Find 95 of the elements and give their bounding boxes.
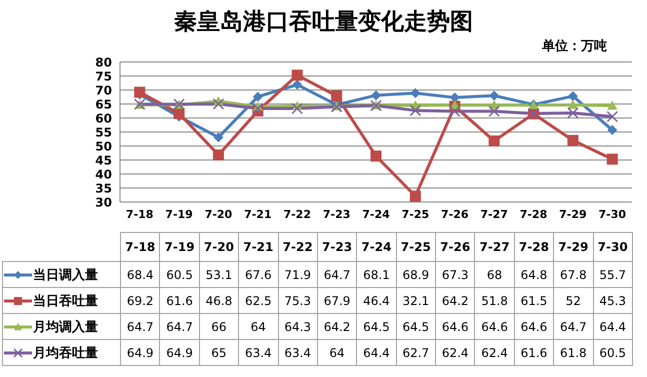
y-tick-label: 70 [95, 83, 112, 98]
data-label: 64.6 [474, 314, 514, 340]
category-label: 7-27 [480, 240, 510, 254]
data-label: 51.8 [474, 288, 514, 314]
category-label: 7-22 [282, 240, 313, 254]
y-tick-label: 75 [95, 69, 112, 84]
data-label: 64.2 [436, 288, 475, 314]
data-label: 64 [317, 340, 357, 366]
y-tick-label: 50 [95, 139, 112, 154]
data-label: 62.5 [238, 288, 278, 314]
data-label: 62.7 [396, 340, 436, 366]
x-tick-label: 7-21 [244, 208, 272, 221]
x-tick-label: 7-27 [480, 208, 508, 221]
x-tick-label: 7-30 [598, 208, 626, 221]
y-tick-label: 35 [95, 181, 112, 196]
data-label: 68.9 [396, 262, 436, 288]
data-label: 64.3 [278, 314, 318, 340]
y-tick-label: 30 [95, 195, 112, 210]
x-tick-label: 7-25 [402, 208, 430, 221]
data-label: 67.6 [238, 262, 278, 288]
category-label: 7-18 [125, 240, 156, 254]
data-label: 64.8 [514, 262, 554, 288]
data-label: 64.9 [120, 340, 160, 366]
x-tick-label: 7-26 [441, 208, 469, 221]
data-label: 68.1 [356, 262, 396, 288]
x-tick-label: 7-29 [559, 208, 587, 221]
data-label: 63.4 [238, 340, 278, 366]
legend-label: 月均吞吐量 [2, 340, 120, 366]
y-tick-label: 65 [95, 97, 112, 112]
data-label: 66 [199, 314, 239, 340]
category-label: 7-26 [440, 240, 470, 254]
data-label: 46.8 [199, 288, 239, 314]
data-label: 32.1 [396, 288, 436, 314]
legend-label: 当日调入量 [2, 262, 120, 288]
data-label: 55.7 [593, 262, 632, 288]
category-label: 7-25 [400, 240, 431, 254]
data-label: 64.6 [436, 314, 475, 340]
data-label: 61.8 [554, 340, 593, 366]
data-label: 46.4 [356, 288, 396, 314]
data-label: 63.4 [278, 340, 318, 366]
data-label: 71.9 [278, 262, 318, 288]
data-label: 62.4 [474, 340, 514, 366]
data-label: 64.4 [593, 314, 632, 340]
x-tick-label: 7-20 [204, 208, 233, 221]
data-label: 65 [199, 340, 239, 366]
x-tick-label: 7-22 [283, 208, 311, 221]
data-label: 52 [554, 288, 593, 314]
data-label: 75.3 [278, 288, 318, 314]
data-label: 64.7 [120, 314, 160, 340]
text: 单位：万吨 [542, 38, 607, 55]
data-label: 64.2 [317, 314, 357, 340]
category-label: 7-28 [518, 240, 549, 254]
data-label: 67.8 [554, 262, 593, 288]
data-label: 61.6 [160, 288, 200, 314]
data-label: 68.4 [120, 262, 160, 288]
category-label: 7-29 [558, 240, 588, 254]
category-label: 7-23 [322, 240, 352, 254]
category-label: 7-21 [243, 240, 274, 254]
data-label: 60.5 [160, 262, 200, 288]
x-tick-label: 7-28 [520, 208, 548, 221]
category-label: 7-30 [598, 240, 628, 254]
data-label: 64.5 [396, 314, 436, 340]
x-tick-label: 7-24 [362, 208, 390, 221]
y-tick-label: 80 [95, 55, 112, 70]
data-label: 64.7 [554, 314, 593, 340]
data-label: 69.2 [120, 288, 160, 314]
data-label: 53.1 [199, 262, 239, 288]
data-label: 64.5 [356, 314, 396, 340]
data-label: 68 [474, 262, 514, 288]
category-label: 7-24 [361, 240, 392, 254]
x-tick-label: 7-18 [126, 208, 154, 221]
data-label: 45.3 [593, 288, 632, 314]
data-label: 64.7 [317, 262, 357, 288]
data-label: 62.4 [436, 340, 475, 366]
category-label: 7-19 [164, 240, 195, 254]
y-tick-label: 55 [95, 125, 112, 140]
data-label: 60.5 [593, 340, 632, 366]
chart-title: 秦皇岛港口吞吐量变化走势图 [173, 8, 474, 37]
y-tick-label: 40 [95, 167, 112, 182]
legend-label: 当日吞吐量 [2, 288, 120, 314]
data-label: 64.4 [356, 340, 396, 366]
y-tick-label: 60 [95, 111, 112, 126]
data-label: 61.6 [514, 340, 554, 366]
data-label: 67.9 [317, 288, 357, 314]
data-label: 67.3 [436, 262, 475, 288]
data-label: 64.7 [160, 314, 200, 340]
data-label: 64.9 [160, 340, 200, 366]
x-tick-label: 7-19 [165, 208, 193, 221]
x-tick-label: 7-23 [322, 208, 350, 221]
data-label: 61.5 [514, 288, 554, 314]
data-label: 64 [238, 314, 278, 340]
y-tick-label: 45 [95, 153, 112, 168]
category-label: 7-20 [204, 240, 234, 254]
legend-label: 月均调入量 [2, 314, 120, 340]
data-label: 64.6 [514, 314, 554, 340]
